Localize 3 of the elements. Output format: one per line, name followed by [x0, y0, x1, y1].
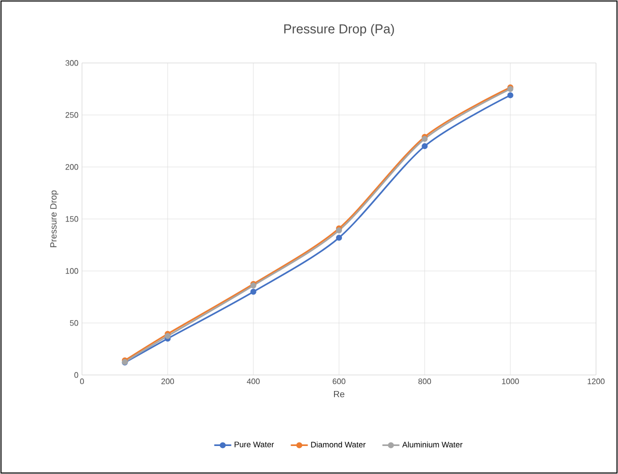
y-axis-title: Pressure Drop: [50, 190, 58, 248]
x-axis-title: Re: [334, 390, 344, 398]
chart-title: Pressure Drop (Pa): [284, 24, 394, 36]
